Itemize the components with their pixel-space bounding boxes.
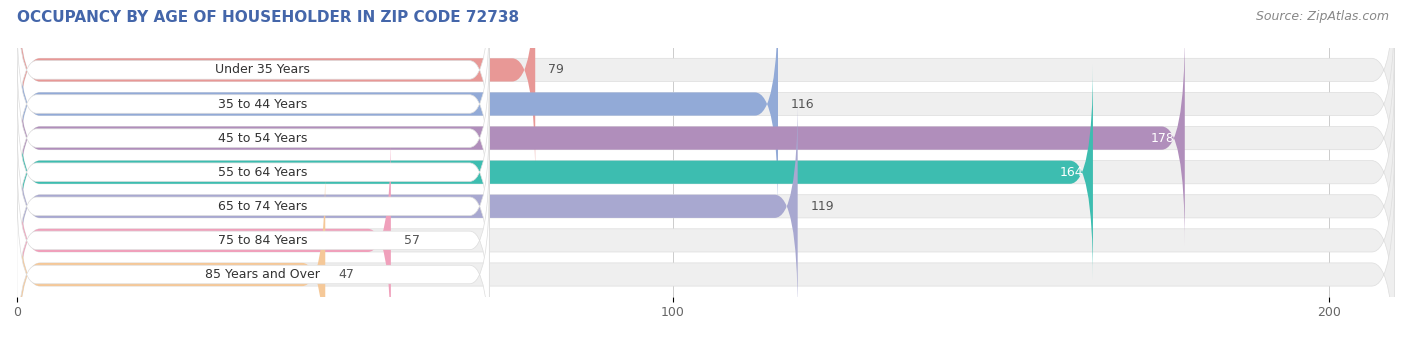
FancyBboxPatch shape [17,147,489,333]
FancyBboxPatch shape [17,45,489,231]
Text: 47: 47 [339,268,354,281]
Text: 35 to 44 Years: 35 to 44 Years [218,98,307,110]
FancyBboxPatch shape [17,0,778,212]
FancyBboxPatch shape [17,99,1395,314]
FancyBboxPatch shape [17,11,489,197]
FancyBboxPatch shape [17,0,1395,212]
Text: OCCUPANCY BY AGE OF HOUSEHOLDER IN ZIP CODE 72738: OCCUPANCY BY AGE OF HOUSEHOLDER IN ZIP C… [17,10,519,25]
Text: 85 Years and Over: 85 Years and Over [205,268,321,281]
FancyBboxPatch shape [17,167,325,341]
Text: 164: 164 [1060,166,1083,179]
Text: 65 to 74 Years: 65 to 74 Years [218,200,308,213]
FancyBboxPatch shape [17,30,1185,246]
Text: Source: ZipAtlas.com: Source: ZipAtlas.com [1256,10,1389,23]
Text: 119: 119 [811,200,834,213]
FancyBboxPatch shape [17,181,489,341]
FancyBboxPatch shape [17,133,1395,341]
FancyBboxPatch shape [17,64,1395,280]
FancyBboxPatch shape [17,99,797,314]
Text: 79: 79 [548,63,564,76]
FancyBboxPatch shape [17,0,489,163]
Text: 178: 178 [1152,132,1175,145]
FancyBboxPatch shape [17,0,536,178]
FancyBboxPatch shape [17,0,1395,178]
FancyBboxPatch shape [17,30,1395,246]
Text: 45 to 54 Years: 45 to 54 Years [218,132,308,145]
FancyBboxPatch shape [17,79,489,265]
FancyBboxPatch shape [17,133,391,341]
Text: 57: 57 [404,234,420,247]
FancyBboxPatch shape [17,64,1092,280]
Text: Under 35 Years: Under 35 Years [215,63,309,76]
FancyBboxPatch shape [17,113,489,299]
FancyBboxPatch shape [17,167,1395,341]
Text: 116: 116 [792,98,814,110]
Text: 75 to 84 Years: 75 to 84 Years [218,234,308,247]
Text: 55 to 64 Years: 55 to 64 Years [218,166,308,179]
